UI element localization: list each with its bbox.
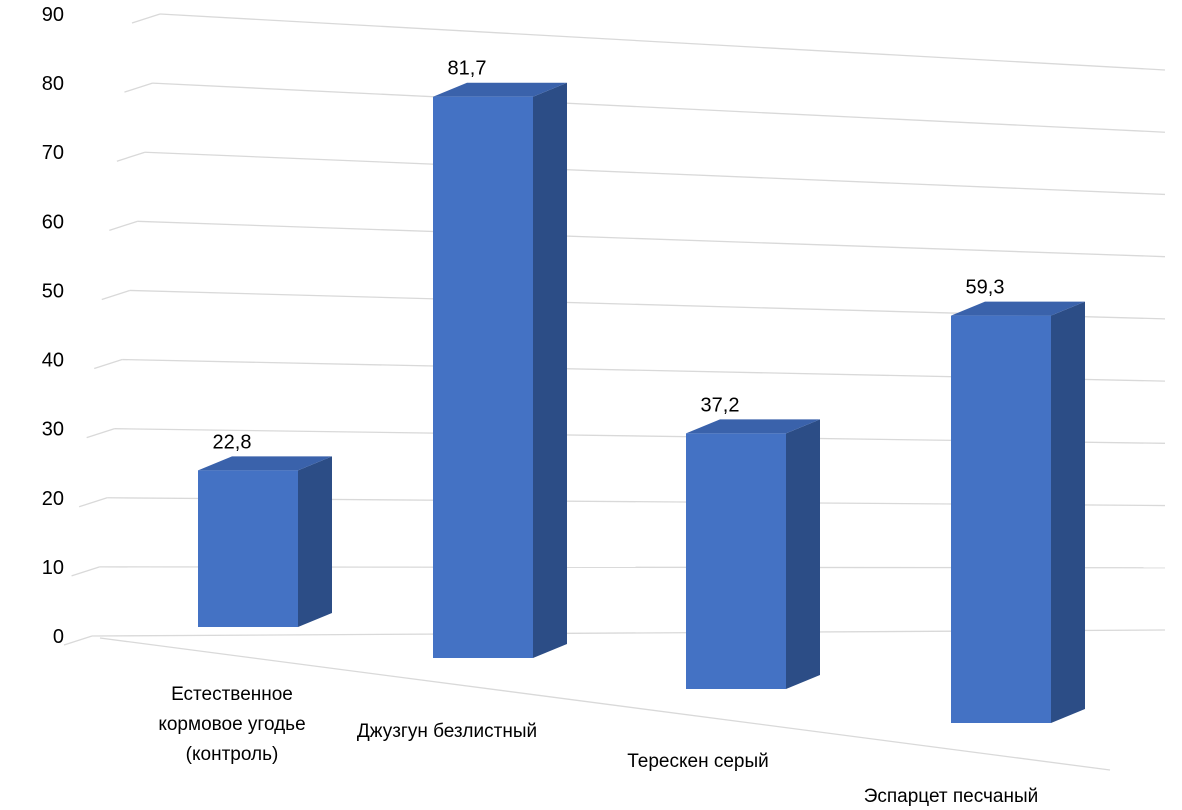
bar-side <box>786 419 820 689</box>
y-tick-label: 90 <box>42 4 64 26</box>
bars <box>198 82 1085 723</box>
bar-top <box>686 419 820 434</box>
bar-front <box>433 96 533 658</box>
gridline-depth <box>94 358 123 370</box>
gridline <box>144 151 1166 196</box>
bar-side <box>533 82 567 658</box>
category-labels: Естественное кормовое угодье (контроль) Джу… <box>158 684 1038 807</box>
bar-1 <box>433 82 567 658</box>
y-tick-label: 70 <box>42 142 64 164</box>
y-tick-label: 40 <box>42 350 64 372</box>
data-label: 59,3 <box>966 277 1005 299</box>
gridline-depth <box>116 151 146 162</box>
category-label: Терескен серый <box>627 751 769 772</box>
gridline-depth <box>86 428 115 439</box>
y-tick-label: 20 <box>42 488 64 510</box>
category-label: Джузгун безлистный <box>357 721 537 742</box>
bar-front <box>951 315 1051 723</box>
data-label: 81,7 <box>448 58 487 80</box>
gridline-depth <box>109 220 138 231</box>
bar-front <box>686 433 786 689</box>
data-label: 22,8 <box>213 431 252 453</box>
gridline-depth <box>101 289 130 301</box>
y-tick-label: 10 <box>42 557 64 579</box>
data-label: 37,2 <box>701 394 740 416</box>
y-tick-label: 0 <box>53 626 64 648</box>
bar-side <box>298 456 332 627</box>
gridline-depth <box>124 82 153 93</box>
y-tick-label: 30 <box>42 419 64 441</box>
category-label: Эспарцет песчаный <box>864 786 1039 807</box>
y-axis-ticks: 0 10 20 30 40 50 60 70 80 90 <box>42 4 64 648</box>
data-labels: 22,8 81,7 37,2 59,3 <box>213 58 1005 454</box>
bar-2 <box>686 419 820 689</box>
category-label: Естественное <box>171 684 293 705</box>
category-label: кормовое угодье <box>158 714 305 735</box>
gridline-depth <box>131 13 161 24</box>
y-tick-label: 50 <box>42 280 64 302</box>
gridline <box>152 82 1166 133</box>
gridline-depth <box>78 497 108 508</box>
gridline-depth <box>71 566 100 577</box>
y-tick-label: 80 <box>42 73 64 95</box>
category-label: (контроль) <box>186 744 279 765</box>
gridline <box>159 13 1166 71</box>
bar-front <box>198 470 298 627</box>
floor-edge <box>99 637 1111 771</box>
gridline <box>137 220 1166 258</box>
bar-top <box>198 456 332 471</box>
gridline-depth <box>63 635 93 646</box>
bar-0 <box>198 456 332 627</box>
bar-side <box>1051 301 1085 723</box>
bar-top <box>433 82 567 97</box>
bar-3 <box>951 301 1085 723</box>
bar-top <box>951 301 1085 316</box>
y-tick-label: 60 <box>42 211 64 233</box>
